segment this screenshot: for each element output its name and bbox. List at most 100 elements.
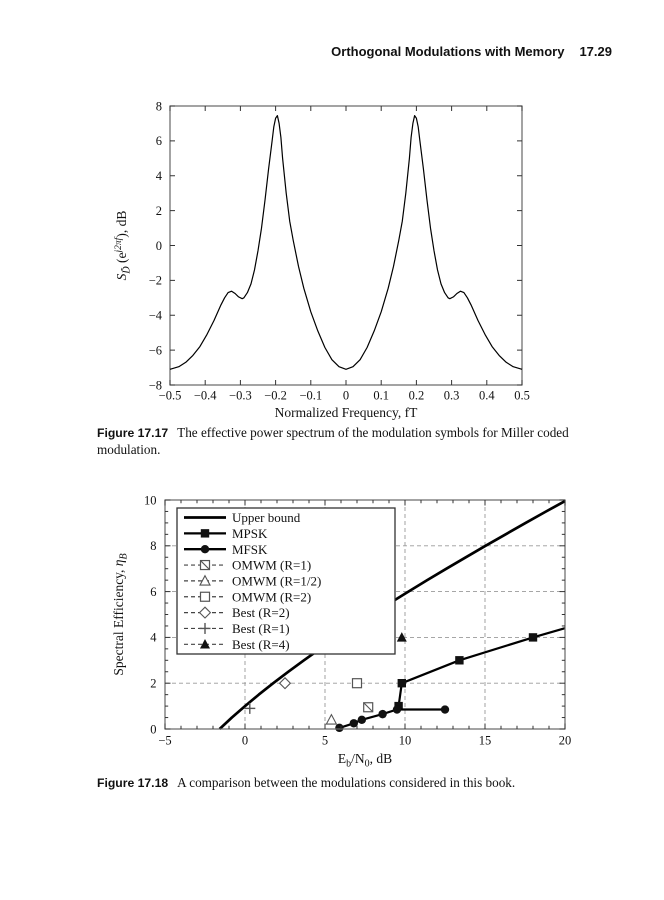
caption-figure-17-17: Figure 17.17 The effective power spectrum… [97, 425, 583, 458]
spectrum-xlabel: Normalized Frequency, fT [275, 405, 418, 420]
legend-label: Upper bound [232, 510, 301, 525]
y-tick-label: 8 [150, 539, 156, 553]
legend-label: MPSK [232, 526, 268, 541]
marker-filled-square [455, 656, 464, 665]
legend-item-omwm-r-2: OMWM (R=2) [184, 589, 311, 604]
legend-item-upper-bound: Upper bound [184, 510, 301, 525]
comparison-xlabel: Eb/N0, dB [338, 751, 392, 770]
marker-filled-circle [200, 545, 210, 554]
marker-filled-square [528, 633, 538, 642]
marker-filled-circle [440, 705, 450, 714]
x-tick-label: 0 [242, 734, 248, 748]
y-tick-label: −8 [149, 378, 162, 392]
series-best-r-2 [278, 677, 292, 690]
comparison-ticks [164, 499, 566, 730]
marker-filled-square [397, 679, 406, 688]
series-omwm-r-1 [363, 702, 374, 713]
x-tick-label: 20 [559, 734, 572, 748]
spectrum-ylabel: SD̃ (ej2πf), dB [113, 211, 133, 281]
marker-open-square [199, 591, 211, 602]
x-tick-label: −0.3 [229, 389, 252, 403]
y-tick-label: 2 [156, 204, 162, 218]
legend-label: OMWM (R=2) [232, 589, 311, 604]
marker-open-diamond [278, 677, 292, 690]
y-tick-label: −2 [149, 274, 162, 288]
x-tick-label: −0.2 [264, 389, 287, 403]
spectrum-curve [169, 115, 523, 370]
y-tick-label: 8 [156, 99, 162, 113]
x-tick-label: −0.4 [194, 389, 217, 403]
legend-item-omwm-r-1: OMWM (R=1) [184, 558, 311, 573]
marker-filled-circle [392, 705, 402, 714]
x-tick-label: 5 [322, 734, 328, 748]
running-head-title: Orthogonal Modulations with Memory [331, 44, 565, 59]
x-tick-label: −0.5 [159, 389, 182, 403]
y-tick-label: 0 [156, 239, 162, 253]
series-miller-code-power-spectrum [169, 115, 523, 370]
caption-label: Figure 17.17 [97, 426, 169, 440]
x-tick-label: −5 [158, 734, 171, 748]
spectrum-tick-labels: −0.5 −0.4 −0.3 −0.2 −0.1 0 0.1 0.2 0.3 0.4 0.5 −8 −6… [149, 99, 530, 402]
spectrum-frame [169, 105, 523, 386]
marker-square-diagonal-slash [200, 560, 210, 570]
page-number: 17.29 [579, 44, 612, 59]
series-mpsk [394, 627, 566, 711]
marker-square-diagonal-slash [363, 702, 374, 713]
marker-filled-triangle [396, 632, 407, 642]
x-tick-label: 10 [399, 734, 412, 748]
marker-open-square [351, 678, 363, 689]
legend-label: OMWM (R=1/2) [232, 574, 321, 589]
legend-item-best-r-1: Best (R=1) [184, 621, 290, 636]
legend-item-mpsk: MPSK [184, 526, 268, 541]
y-tick-label: 10 [144, 493, 157, 507]
legend-label: MFSK [232, 542, 268, 557]
x-tick-label: 0.3 [444, 389, 460, 403]
y-tick-label: 0 [150, 722, 156, 736]
caption-text: The effective power spectrum of the modu… [97, 425, 569, 457]
caption-figure-17-18: Figure 17.18 A comparison between the mod… [97, 775, 583, 792]
series-omwm-r-1-2 [325, 713, 338, 725]
series-best-r-1 [244, 702, 256, 714]
caption-label: Figure 17.18 [97, 776, 169, 790]
y-tick-label: 6 [156, 134, 162, 148]
series-mfsk [335, 705, 450, 733]
marker-filled-circle [335, 723, 344, 733]
legend-item-best-r-2: Best (R=2) [184, 605, 290, 620]
y-tick-label: −4 [149, 309, 163, 323]
y-tick-label: 4 [150, 631, 157, 645]
x-tick-label: −0.1 [299, 389, 322, 403]
y-tick-label: 6 [150, 585, 156, 599]
legend-label: Best (R=4) [232, 637, 290, 652]
y-tick-label: 2 [150, 677, 156, 691]
legend-item-omwm-r-1-2: OMWM (R=1/2) [184, 574, 321, 589]
caption-text: A comparison between the modulations con… [177, 775, 516, 790]
series-best-r-4 [396, 632, 407, 642]
x-tick-label: 0.5 [514, 389, 530, 403]
marker-open-diamond [198, 606, 212, 619]
marker-filled-triangle [200, 639, 210, 649]
legend-item-best-r-4: Best (R=4) [184, 637, 290, 652]
series-line [397, 627, 566, 707]
comparison-ylabel: Spectral Efficiency, ηB [111, 553, 130, 675]
legend-label: Best (R=2) [232, 605, 290, 620]
marker-filled-square [200, 529, 210, 538]
marker-open-triangle [325, 713, 338, 725]
y-tick-label: −6 [149, 343, 162, 357]
legend-item-mfsk: MFSK [184, 542, 268, 557]
spectrum-plot: −0.5 −0.4 −0.3 −0.2 −0.1 0 0.1 0.2 0.3 0.4 0.5 −8 −6… [113, 99, 530, 420]
x-tick-label: 0.4 [479, 389, 495, 403]
x-tick-label: 0.2 [409, 389, 425, 403]
x-tick-label: 0 [343, 389, 349, 403]
series-omwm-r-2 [351, 678, 363, 689]
marker-filled-circle [357, 715, 366, 725]
x-tick-label: 0.1 [373, 389, 389, 403]
legend-label: Best (R=1) [232, 621, 290, 636]
x-tick-label: 15 [479, 734, 492, 748]
marker-open-triangle [199, 574, 211, 586]
